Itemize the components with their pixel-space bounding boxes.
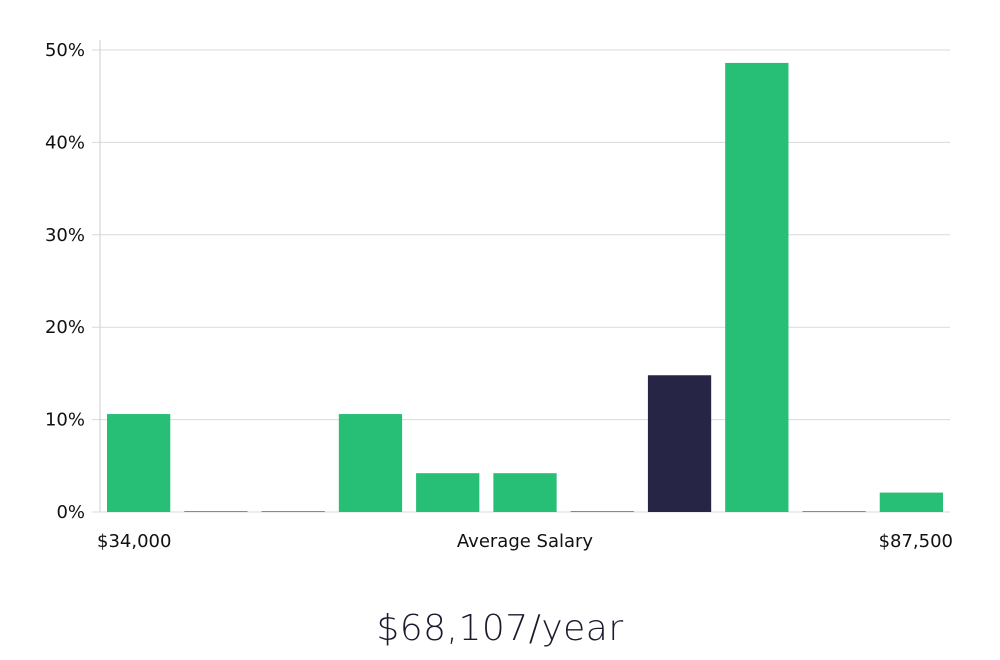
- bar: [802, 511, 866, 512]
- y-tick-label: 50%: [45, 40, 85, 61]
- average-salary-value: $68,107/year: [376, 608, 624, 649]
- bar: [570, 511, 634, 512]
- y-tick-label: 10%: [45, 410, 85, 431]
- x-start-label: $34,000: [97, 531, 171, 552]
- bar: [493, 473, 557, 512]
- y-tick-label: 0%: [56, 502, 85, 523]
- x-axis-title: Average Salary: [457, 531, 594, 552]
- y-tick-label: 40%: [45, 132, 85, 153]
- bar: [725, 62, 789, 512]
- bar: [261, 511, 325, 512]
- salary-histogram: 0% 10% 20% 30% 40% 50% $34,000 Average Salary $8…: [45, 40, 953, 552]
- y-tick-label: 20%: [45, 317, 85, 338]
- bar: [416, 473, 480, 512]
- y-tick-label: 30%: [45, 225, 85, 246]
- bar: [184, 511, 248, 512]
- bar: [879, 492, 943, 512]
- bar-highlighted: [647, 375, 712, 512]
- bar: [338, 414, 403, 512]
- x-end-label: $87,500: [879, 531, 953, 552]
- bar: [107, 414, 171, 512]
